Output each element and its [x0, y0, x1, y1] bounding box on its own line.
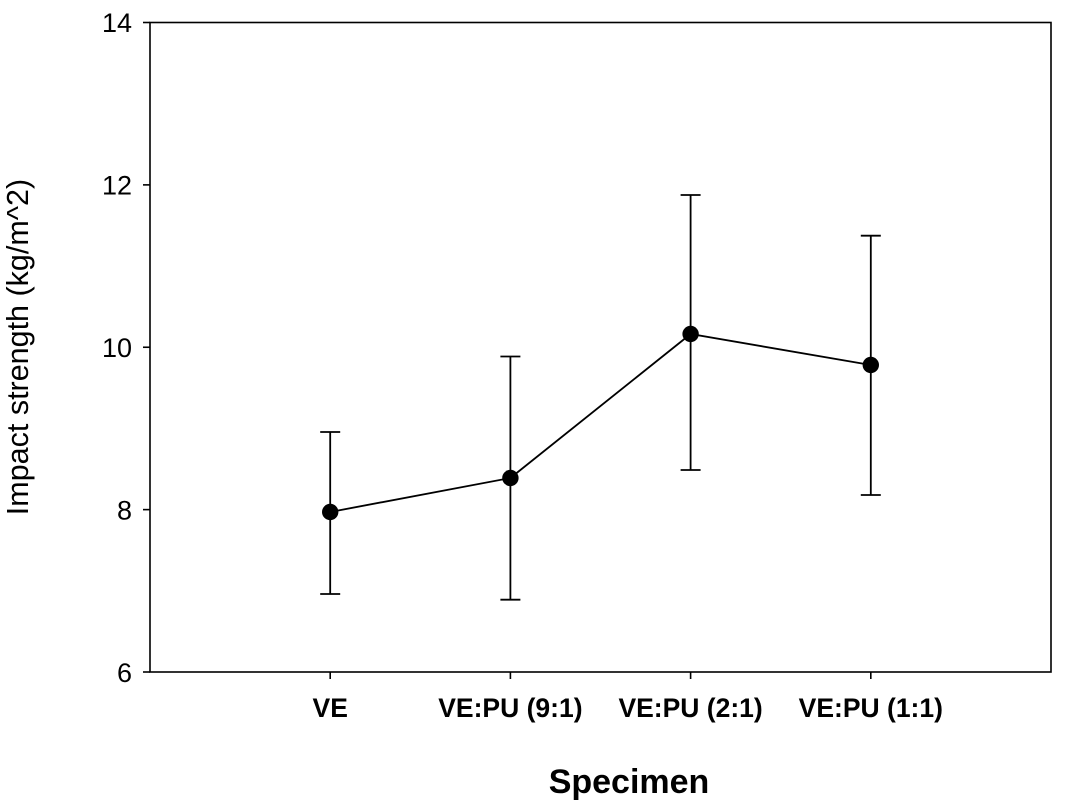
svg-text:VE: VE: [313, 693, 348, 723]
svg-text:10: 10: [102, 333, 132, 363]
svg-text:VE:PU (2:1): VE:PU (2:1): [618, 693, 762, 723]
svg-text:VE:PU (9:1): VE:PU (9:1): [438, 693, 582, 723]
svg-text:8: 8: [117, 496, 132, 526]
svg-text:Specimen: Specimen: [549, 763, 710, 801]
svg-text:VE:PU (1:1): VE:PU (1:1): [799, 693, 943, 723]
svg-text:12: 12: [102, 171, 132, 201]
svg-text:Impact strength (kg/m^2): Impact strength (kg/m^2): [1, 179, 35, 515]
svg-text:14: 14: [102, 8, 132, 38]
svg-text:6: 6: [117, 658, 132, 688]
